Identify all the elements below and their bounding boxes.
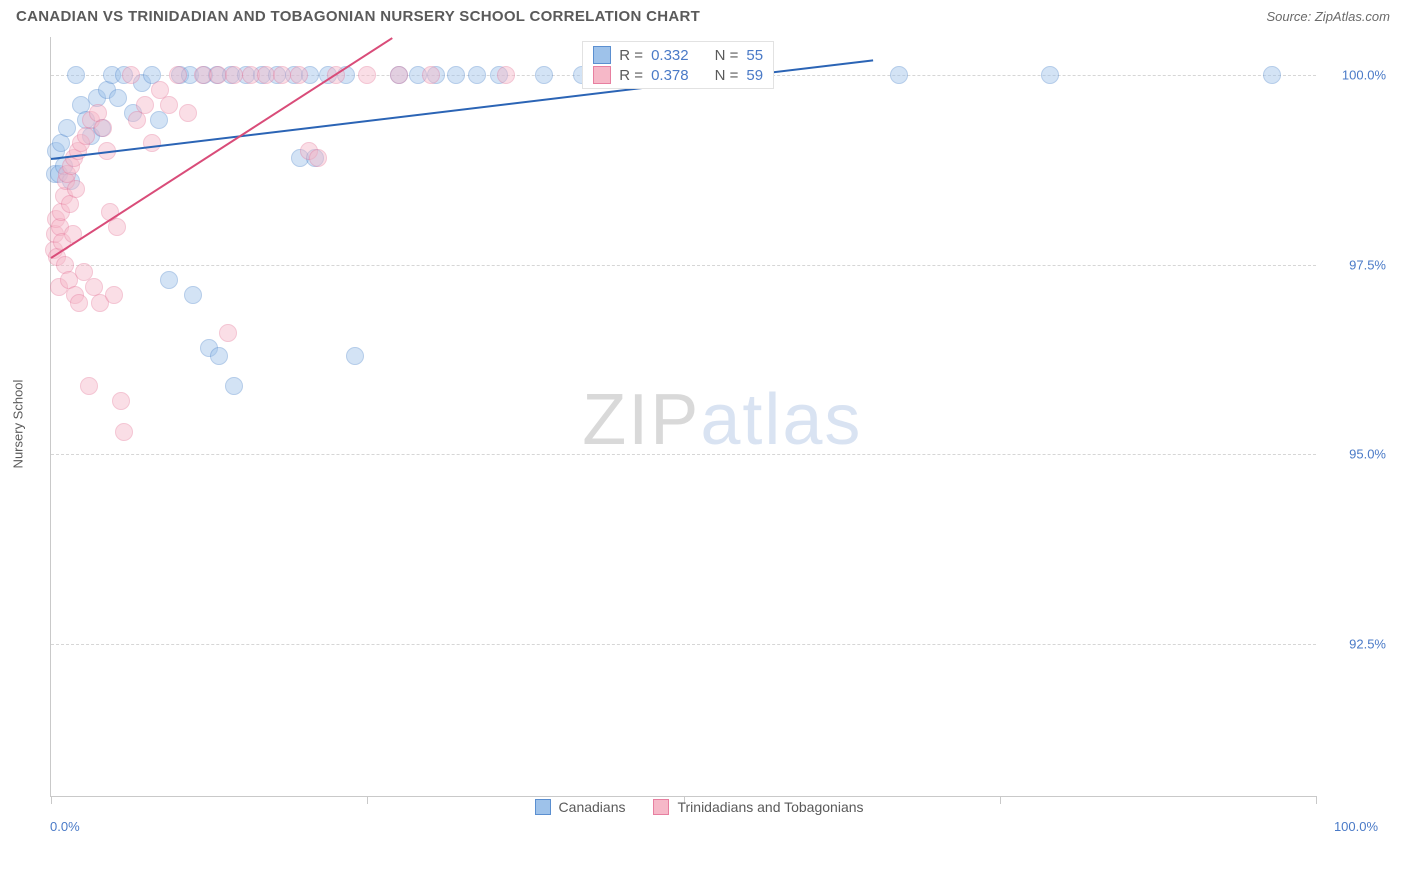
source-name: ZipAtlas.com	[1315, 9, 1390, 24]
x-tick	[1000, 796, 1001, 804]
data-point	[160, 271, 178, 289]
stat-r-value: 0.378	[651, 67, 689, 84]
data-point	[179, 104, 197, 122]
data-point	[447, 66, 465, 84]
data-point	[497, 66, 515, 84]
gridline	[51, 644, 1316, 645]
legend-swatch	[593, 46, 611, 64]
series-legend: Canadians Trinidadians and Tobagonians	[535, 799, 864, 815]
data-point	[122, 66, 140, 84]
y-tick-label: 95.0%	[1349, 447, 1386, 462]
stats-legend: R = 0.332 N = 55 R = 0.378 N = 59	[582, 41, 774, 89]
stat-r-label: R =	[619, 67, 643, 84]
data-point	[273, 66, 291, 84]
data-point	[210, 347, 228, 365]
plot-region: ZIPatlas R = 0.332N = 55R = 0.378N = 59 …	[50, 37, 1316, 797]
data-point	[1263, 66, 1281, 84]
data-point	[105, 286, 123, 304]
data-point	[422, 66, 440, 84]
data-point	[150, 111, 168, 129]
data-point	[169, 66, 187, 84]
stat-n-label: N =	[715, 67, 739, 84]
gridline	[51, 454, 1316, 455]
legend-swatch	[653, 799, 669, 815]
data-point	[160, 96, 178, 114]
data-point	[80, 377, 98, 395]
watermark: ZIPatlas	[582, 379, 862, 461]
data-point	[115, 423, 133, 441]
data-point	[225, 377, 243, 395]
data-point	[290, 66, 308, 84]
stat-r-value: 0.332	[651, 47, 689, 64]
data-point	[94, 119, 112, 137]
data-point	[890, 66, 908, 84]
y-tick-label: 97.5%	[1349, 257, 1386, 272]
legend-label: Trinidadians and Tobagonians	[677, 799, 863, 815]
data-point	[225, 66, 243, 84]
y-tick-label: 92.5%	[1349, 637, 1386, 652]
data-point	[468, 66, 486, 84]
data-point	[346, 347, 364, 365]
stat-n-value: 55	[746, 47, 763, 64]
stats-legend-row: R = 0.378 N = 59	[593, 66, 763, 84]
watermark-zip: ZIP	[582, 380, 700, 460]
data-point	[184, 286, 202, 304]
stat-n-value: 59	[746, 67, 763, 84]
chart-header: CANADIAN VS TRINIDADIAN AND TOBAGONIAN N…	[0, 0, 1406, 29]
data-point	[219, 324, 237, 342]
legend-item: Trinidadians and Tobagonians	[653, 799, 863, 815]
stat-r-label: R =	[619, 47, 643, 64]
data-point	[535, 66, 553, 84]
legend-item: Canadians	[535, 799, 626, 815]
data-point	[143, 134, 161, 152]
x-max-label: 100.0%	[1334, 819, 1378, 834]
source-label: Source: ZipAtlas.com	[1266, 9, 1390, 24]
data-point	[358, 66, 376, 84]
data-point	[309, 149, 327, 167]
x-tick	[51, 796, 52, 804]
x-min-label: 0.0%	[50, 819, 80, 834]
y-axis-title: Nursery School	[11, 380, 26, 469]
data-point	[136, 96, 154, 114]
legend-swatch	[593, 66, 611, 84]
data-point	[1041, 66, 1059, 84]
chart-area: Nursery School ZIPatlas R = 0.332N = 55R…	[50, 29, 1396, 819]
x-tick	[367, 796, 368, 804]
data-point	[257, 66, 275, 84]
x-tick	[1316, 796, 1317, 804]
legend-swatch	[535, 799, 551, 815]
data-point	[70, 294, 88, 312]
source-prefix: Source:	[1266, 9, 1314, 24]
legend-label: Canadians	[559, 799, 626, 815]
watermark-atlas: atlas	[700, 380, 862, 460]
data-point	[109, 89, 127, 107]
data-point	[390, 66, 408, 84]
y-tick-label: 100.0%	[1342, 67, 1386, 82]
gridline	[51, 265, 1316, 266]
stat-n-label: N =	[715, 47, 739, 64]
data-point	[112, 392, 130, 410]
stats-legend-row: R = 0.332 N = 55	[593, 46, 763, 64]
data-point	[67, 180, 85, 198]
data-point	[209, 66, 227, 84]
data-point	[67, 66, 85, 84]
data-point	[58, 119, 76, 137]
chart-title: CANADIAN VS TRINIDADIAN AND TOBAGONIAN N…	[16, 8, 700, 25]
